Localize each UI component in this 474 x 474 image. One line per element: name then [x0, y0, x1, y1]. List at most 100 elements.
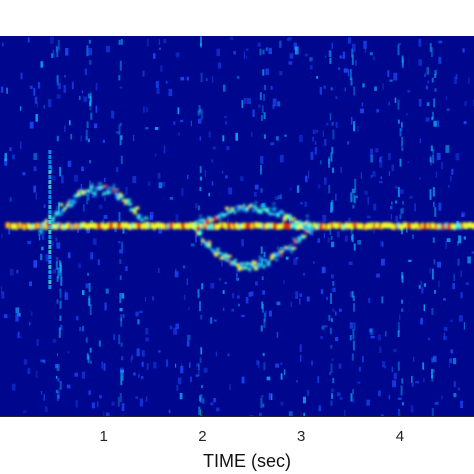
- noise-streak: [330, 236, 333, 240]
- noise-streak: [89, 304, 92, 315]
- arc-speck: [116, 188, 119, 191]
- arc-speck: [280, 210, 284, 215]
- noise-speckle: [199, 136, 202, 141]
- noise-speckle: [121, 293, 125, 299]
- arc-speck: [102, 185, 105, 188]
- arc-speck: [270, 254, 275, 260]
- arc-speck: [302, 234, 307, 238]
- arc-speck: [196, 230, 200, 236]
- noise-speckle: [350, 116, 353, 125]
- arc-speck: [210, 217, 213, 221]
- arc-speck: [255, 267, 258, 270]
- noise-speckle: [180, 119, 184, 123]
- noise-streak: [330, 293, 332, 304]
- noise-streak: [198, 105, 201, 113]
- noise-speckle: [364, 190, 368, 195]
- carrier-segment: [372, 223, 376, 230]
- noise-speckle: [70, 133, 73, 140]
- noise-speckle: [88, 48, 93, 56]
- arc-speck: [88, 189, 93, 193]
- noise-speckle: [169, 197, 174, 200]
- noise-streak: [262, 49, 265, 55]
- noise-speckle: [22, 172, 26, 176]
- noise-streak: [55, 389, 58, 393]
- noise-speckle: [119, 308, 123, 312]
- noise-speckle: [272, 98, 277, 107]
- noise-streak: [332, 129, 335, 140]
- noise-speckle: [243, 51, 245, 59]
- noise-speckle: [145, 396, 148, 402]
- noise-speckle: [250, 291, 254, 297]
- arc-speck: [125, 198, 131, 203]
- arc-speck: [192, 224, 196, 229]
- noise-speckle: [221, 170, 224, 174]
- noise-speckle: [82, 326, 84, 332]
- noise-speckle: [181, 188, 184, 196]
- noise-streak: [90, 92, 93, 103]
- noise-speckle: [390, 205, 393, 210]
- noise-speckle: [421, 287, 424, 294]
- lower-branch: [192, 224, 313, 272]
- impulse-segment: [48, 195, 52, 199]
- noise-streak: [350, 226, 353, 235]
- noise-speckle: [446, 238, 451, 242]
- noise-speckle: [268, 310, 272, 317]
- noise-streak: [119, 259, 122, 264]
- noise-streak: [90, 112, 93, 120]
- arc-speck: [264, 258, 268, 261]
- noise-speckle: [461, 211, 466, 216]
- noise-speckle: [364, 47, 367, 53]
- arc-speck: [221, 253, 224, 257]
- arc-speck: [198, 219, 201, 223]
- noise-streak: [197, 205, 200, 211]
- noise-speckle: [0, 286, 2, 294]
- noise-speckle: [355, 195, 358, 199]
- noise-speckle: [280, 362, 283, 365]
- arc-speck: [290, 251, 293, 254]
- noise-speckle: [40, 253, 43, 261]
- noise-speckle: [145, 127, 149, 130]
- arc-speck: [252, 265, 254, 268]
- noise-speckle: [125, 186, 128, 195]
- noise-speckle: [457, 387, 461, 391]
- noise-speckle: [198, 118, 202, 124]
- noise-speckle: [331, 358, 334, 362]
- noise-speckle: [93, 123, 98, 129]
- carrier-segment: [370, 222, 374, 229]
- noise-speckle: [378, 181, 383, 184]
- noise-streak: [119, 293, 122, 304]
- noise-speckle: [29, 85, 33, 89]
- carrier-segment: [462, 222, 466, 229]
- arc-speck: [283, 214, 286, 217]
- arc-speck: [277, 247, 280, 250]
- impulse-segment: [48, 245, 52, 249]
- arc-speck: [239, 262, 242, 267]
- noise-streak: [432, 154, 435, 164]
- noise-speckle: [385, 331, 387, 337]
- noise-speckle: [175, 214, 179, 221]
- noise-streak: [120, 39, 123, 45]
- carrier-segment: [80, 222, 84, 229]
- noise-speckle: [263, 251, 266, 257]
- noise-speckle: [65, 48, 69, 56]
- carrier-segment: [142, 222, 146, 229]
- noise-speckle: [12, 154, 15, 160]
- noise-speckle: [210, 402, 214, 406]
- carrier-segment: [472, 223, 474, 230]
- carrier-segment: [442, 223, 446, 230]
- noise-streak: [432, 369, 435, 373]
- noise-speckle: [284, 369, 286, 376]
- noise-speckle: [435, 171, 437, 178]
- noise-speckle: [33, 153, 38, 160]
- noise-speckle: [399, 314, 401, 321]
- arc-speck: [102, 194, 104, 196]
- carrier-segment: [16, 222, 20, 229]
- noise-speckle: [92, 238, 97, 245]
- noise-speckle: [257, 42, 261, 47]
- noise-streak: [401, 275, 404, 283]
- carrier-segment: [78, 223, 82, 229]
- arc-speck: [122, 199, 126, 202]
- noise-speckle: [369, 52, 373, 56]
- noise-streak: [199, 166, 202, 174]
- noise-speckle: [90, 252, 94, 260]
